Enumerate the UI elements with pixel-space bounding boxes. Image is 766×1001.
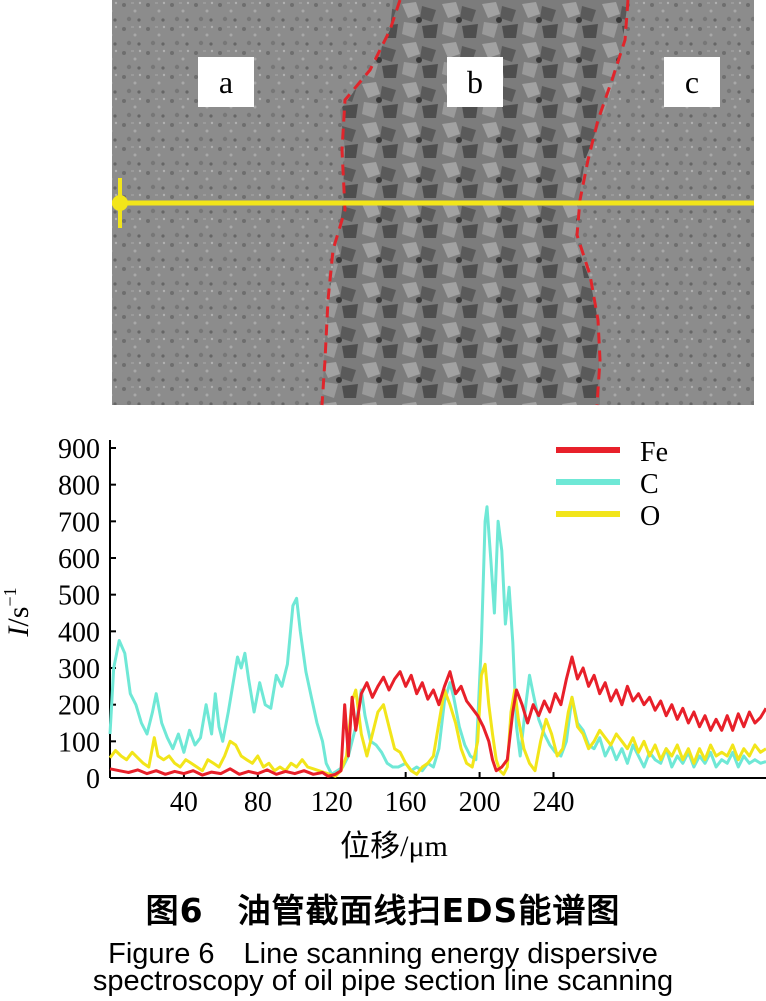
boundary-left <box>320 0 402 406</box>
x-tick-label: 200 <box>459 787 501 818</box>
scan-start-marker <box>112 195 128 211</box>
region-label-a: a <box>219 64 233 100</box>
legend-label-fe: Fe <box>640 437 668 468</box>
x-tick-label: 40 <box>170 787 198 818</box>
series-line-fe <box>109 655 766 778</box>
region-label-b: b <box>467 64 483 100</box>
y-tick-label: 600 <box>58 544 100 575</box>
x-tick-label: 160 <box>385 787 427 818</box>
legend: Fe C O <box>556 437 668 532</box>
region-label-c: c <box>685 64 699 100</box>
sem-micrograph: a b c <box>112 0 754 406</box>
y-axis-label-symbol: I <box>2 625 35 638</box>
x-tick-label: 80 <box>244 787 272 818</box>
x-tick-label: 240 <box>532 787 574 818</box>
y-tick-label: 200 <box>58 691 100 722</box>
boundary-right <box>575 0 630 406</box>
y-tick-label: 700 <box>58 507 100 538</box>
series-line-c <box>108 505 766 776</box>
legend-label-c: C <box>640 469 659 500</box>
y-tick-label: 900 <box>58 434 100 465</box>
y-tick-label: 100 <box>58 727 100 758</box>
region-label-b-box <box>447 57 503 107</box>
y-axis-label-unit: /s <box>2 607 35 627</box>
region-label-a-box <box>198 57 254 107</box>
series-line-o <box>108 662 766 778</box>
y-axis-label: I/s−1 <box>0 587 35 637</box>
y-tick-label: 400 <box>58 617 100 648</box>
y-tick-label: 800 <box>58 471 100 502</box>
caption-english-line2: spectroscopy of oil pipe section line sc… <box>92 965 674 997</box>
y-tick-label: 0 <box>86 764 100 795</box>
x-ticks: 40 80 120 160 200 240 <box>170 772 574 818</box>
y-ticks: 0 100 200 300 400 500 600 700 800 900 <box>58 434 116 795</box>
caption-english-line1: Figure 6 Line scanning energy dispersive <box>108 938 658 970</box>
x-axis-label: 位移/μm <box>340 830 448 863</box>
caption-chinese: 图6 油管截面线扫EDS能谱图 <box>145 891 621 930</box>
eds-line-chart: 0 100 200 300 400 500 600 700 800 900 40 80 120 160 2… <box>0 434 766 863</box>
y-tick-label: 300 <box>58 654 100 685</box>
y-tick-label: 500 <box>58 581 100 612</box>
y-axis-label-exponent: −1 <box>0 587 20 606</box>
series-lines <box>108 505 766 778</box>
legend-label-o: O <box>640 501 660 532</box>
x-tick-label: 120 <box>311 787 353 818</box>
region-label-c-box <box>664 57 720 107</box>
